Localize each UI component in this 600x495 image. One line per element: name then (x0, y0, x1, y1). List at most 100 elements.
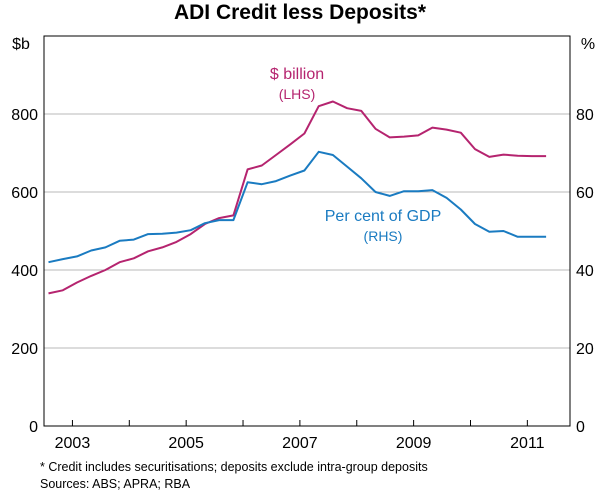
data-point-billion-24 (389, 136, 391, 138)
data-point-billion-32 (502, 154, 504, 156)
series-line-gdp (48, 150, 547, 264)
data-point-billion-14 (247, 168, 249, 170)
data-point-billion-1 (62, 289, 64, 291)
data-point-billion-20 (332, 101, 334, 103)
data-point-billion-3 (90, 275, 92, 277)
data-point-billion-33 (517, 155, 519, 157)
y-left-tick-600: 600 (11, 185, 38, 202)
data-point-billion-28 (446, 129, 448, 131)
data-point-gdp-14 (247, 181, 249, 183)
grid-layer (44, 113, 570, 349)
data-point-gdp-19 (318, 151, 320, 153)
data-point-billion-6 (133, 257, 135, 259)
data-point-billion-34 (531, 155, 533, 157)
series-label-billion: $ billion (270, 66, 324, 83)
data-point-billion-21 (346, 107, 348, 109)
data-point-gdp-32 (502, 230, 504, 232)
x-tick-2005: 2005 (168, 435, 204, 452)
left-axis-unit: $b (12, 36, 30, 53)
y-left-tick-200: 200 (11, 341, 38, 358)
data-point-gdp-20 (332, 154, 334, 156)
data-point-gdp-17 (289, 175, 291, 177)
x-tick-2011: 2011 (510, 435, 545, 452)
y-right-tick-80: 80 (576, 107, 594, 124)
data-point-billion-2 (76, 281, 78, 283)
data-point-gdp-33 (517, 236, 519, 238)
x-tick-2009: 2009 (396, 435, 432, 452)
data-point-billion-0 (48, 292, 50, 294)
y-right-tick-60: 60 (576, 185, 594, 202)
data-point-gdp-18 (303, 170, 305, 172)
data-point-billion-10 (190, 233, 192, 235)
y-right-tick-20: 20 (576, 341, 594, 358)
data-point-gdp-34 (531, 236, 533, 238)
footnote: * Credit includes securitisations; depos… (40, 460, 428, 474)
data-point-billion-9 (175, 241, 177, 243)
data-point-billion-25 (403, 136, 405, 138)
series-sublabel-gdp: (RHS) (364, 228, 403, 244)
data-point-billion-18 (303, 133, 305, 135)
data-point-billion-30 (474, 148, 476, 150)
data-point-gdp-26 (417, 190, 419, 192)
data-point-billion-26 (417, 134, 419, 136)
data-point-gdp-5 (119, 240, 121, 242)
y-left-tick-0: 0 (29, 419, 38, 436)
data-point-billion-4 (104, 269, 106, 271)
x-tick-2007: 2007 (282, 435, 318, 452)
data-point-gdp-8 (161, 233, 163, 235)
data-point-gdp-24 (389, 195, 391, 197)
data-point-gdp-9 (175, 232, 177, 234)
y-right-tick-40: 40 (576, 263, 594, 280)
y-left-tick-800: 800 (11, 107, 38, 124)
data-point-billion-31 (488, 156, 490, 158)
data-point-gdp-11 (204, 222, 206, 224)
chart-title: ADI Credit less Deposits* (173, 1, 427, 24)
right-axis-unit: % (581, 36, 595, 53)
data-point-gdp-16 (275, 180, 277, 182)
data-point-gdp-0 (48, 261, 50, 263)
series-label-gdp: Per cent of GDP (325, 208, 442, 225)
data-point-billion-5 (119, 261, 121, 263)
data-point-billion-35 (545, 155, 547, 157)
x-tick-2003: 2003 (55, 435, 91, 452)
data-point-gdp-25 (403, 190, 405, 192)
y-right-tick-0: 0 (576, 419, 585, 436)
series-layer (48, 100, 547, 295)
y-left-tick-400: 400 (11, 263, 38, 280)
plot-frame (43, 35, 571, 427)
data-point-gdp-31 (488, 231, 490, 233)
series-sublabel-billion: (LHS) (279, 86, 316, 102)
data-point-gdp-10 (190, 229, 192, 231)
chart-notes: * Credit includes securitisations; depos… (40, 459, 428, 493)
data-point-gdp-23 (375, 191, 377, 193)
data-point-gdp-35 (545, 236, 547, 238)
data-point-billion-29 (460, 132, 462, 134)
data-point-gdp-3 (90, 250, 92, 252)
data-point-gdp-15 (261, 183, 263, 185)
series-line-billion (48, 100, 547, 295)
data-point-gdp-27 (431, 189, 433, 191)
data-point-gdp-30 (474, 223, 476, 225)
data-point-gdp-21 (346, 166, 348, 168)
data-point-gdp-28 (446, 197, 448, 199)
data-point-billion-19 (318, 105, 320, 107)
data-point-billion-15 (261, 164, 263, 166)
data-point-gdp-22 (360, 177, 362, 179)
data-point-gdp-4 (104, 246, 106, 248)
tick-layer: 0 200 400 600 800 0 20 40 60 80 2003 2005 2007 2009 20… (11, 107, 594, 452)
data-point-gdp-12 (218, 219, 220, 221)
data-point-billion-22 (360, 110, 362, 112)
data-point-billion-23 (375, 128, 377, 130)
data-point-billion-8 (161, 246, 163, 248)
data-point-gdp-1 (62, 258, 64, 260)
data-point-billion-27 (431, 127, 433, 129)
data-point-billion-12 (218, 217, 220, 219)
data-point-gdp-2 (76, 255, 78, 257)
data-point-billion-7 (147, 250, 149, 252)
data-point-gdp-29 (460, 209, 462, 211)
data-point-billion-16 (275, 154, 277, 156)
data-point-gdp-6 (133, 239, 135, 241)
data-point-gdp-7 (147, 233, 149, 235)
data-point-gdp-13 (232, 219, 234, 221)
